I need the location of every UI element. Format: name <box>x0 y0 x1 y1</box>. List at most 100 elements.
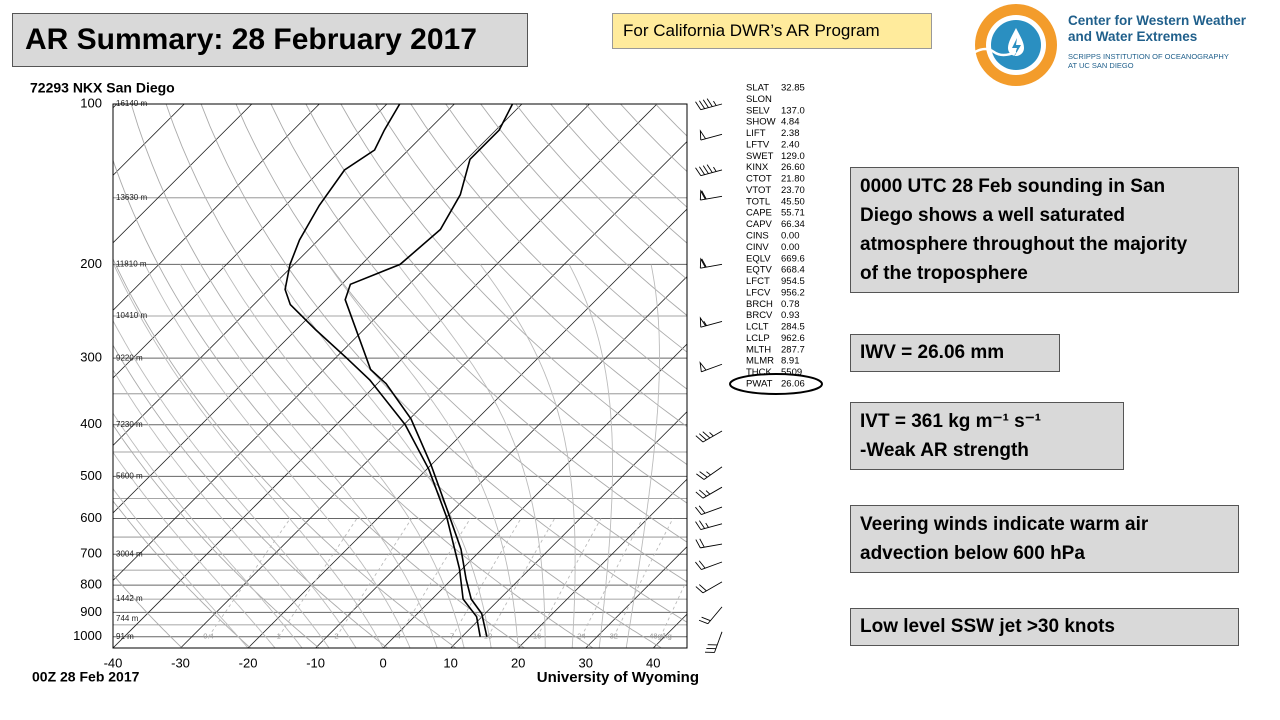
logo-name: Center for Western Weather and Water Extr… <box>1068 13 1246 45</box>
logo-affiliation-line: AT UC SAN DIEGO <box>1068 61 1134 70</box>
note-line: Low level SSW jet >30 knots <box>860 616 1115 637</box>
y-tick-label: 1000 <box>73 628 102 643</box>
moist-adiabat <box>397 264 546 648</box>
wind-barb <box>699 257 723 269</box>
wind-barb <box>695 581 723 594</box>
highlight-ellipse <box>729 373 823 395</box>
note-box: Low level SSW jet >30 knots <box>850 608 1239 646</box>
wind-barb <box>695 505 723 516</box>
mixing-ratio-line <box>536 518 602 637</box>
index-value: 962.6 <box>781 333 805 344</box>
moist-adiabat <box>568 264 613 648</box>
index-name: BRCV <box>746 310 773 321</box>
moist-adiabat <box>479 264 576 648</box>
chart-credit: University of Wyoming <box>537 669 699 686</box>
note-box: IWV = 26.06 mm <box>850 334 1060 372</box>
y-tick-label: 500 <box>80 468 102 483</box>
index-name: SWET <box>746 151 774 162</box>
index-value: 137.0 <box>781 105 805 116</box>
height-label: 91 m <box>116 632 134 641</box>
mixing-ratio-label: 1 <box>277 632 281 641</box>
index-name: BRCH <box>746 299 773 310</box>
logo-affiliation-line: SCRIPPS INSTITUTION OF OCEANOGRAPHY <box>1068 52 1229 61</box>
index-name: SLAT <box>746 83 769 94</box>
index-value: 669.6 <box>781 253 805 264</box>
dry-adiabat <box>113 344 388 648</box>
y-tick-label: 300 <box>80 350 102 365</box>
chart-footer: 00Z 28 Feb 2017 <box>32 669 140 685</box>
dry-adiabat <box>113 574 183 648</box>
moist-adiabat <box>625 264 660 648</box>
x-tick-label: 20 <box>511 655 525 670</box>
index-name: KINX <box>746 162 769 173</box>
index-value: 668.4 <box>781 265 805 276</box>
index-name: SELV <box>746 105 770 116</box>
index-value: 129.0 <box>781 151 805 162</box>
index-name: LFCV <box>746 287 771 298</box>
mixing-ratio-line <box>581 518 643 637</box>
y-tick-label: 900 <box>80 604 102 619</box>
chart-title: 72293 NKX San Diego <box>30 80 175 96</box>
x-tick-label: -20 <box>239 655 258 670</box>
dry-adiabat <box>113 500 251 648</box>
mixing-ratio-line <box>613 518 674 637</box>
wind-barb <box>699 189 723 201</box>
index-value: 287.7 <box>781 344 805 355</box>
dry-adiabat <box>113 646 114 648</box>
slide-title: AR Summary: 28 February 2017 <box>12 13 528 67</box>
logo-name-line: and Water Extremes <box>1068 29 1198 44</box>
wind-barb <box>695 430 723 443</box>
index-name: PWAT <box>746 379 773 390</box>
index-name: SLON <box>746 94 772 105</box>
dry-adiabat <box>165 104 662 648</box>
grid-line <box>247 208 687 648</box>
profile-line <box>344 104 514 637</box>
index-name: VTOT <box>746 185 771 196</box>
note-box: 0000 UTC 28 Feb sounding in San Diego sho… <box>850 167 1239 293</box>
logo-name-line: Center for Western Weather <box>1068 13 1247 28</box>
isotherm <box>113 104 590 582</box>
index-name: MLMR <box>746 356 774 367</box>
index-value: 956.2 <box>781 287 805 298</box>
plot-frame <box>112 103 688 649</box>
wind-barb <box>695 520 723 530</box>
mixing-ratio-label: 32 <box>610 632 618 641</box>
index-name: MLTH <box>746 344 771 355</box>
y-tick-label: 200 <box>80 256 102 271</box>
note-line: Diego shows a well saturated <box>860 205 1126 226</box>
index-value: 21.80 <box>781 174 805 185</box>
index-value: 45.50 <box>781 196 805 207</box>
y-tick-label: 700 <box>80 546 102 561</box>
height-label: 744 m <box>116 614 139 623</box>
isotherm <box>113 104 455 446</box>
dry-adiabat <box>340 104 687 466</box>
height-label: 5600 m <box>116 471 143 480</box>
grid-line <box>585 546 687 648</box>
note-line: Veering winds indicate warm air <box>860 514 1149 535</box>
mixing-ratio-label: 2 <box>334 632 338 641</box>
height-label: 7230 m <box>116 420 143 429</box>
height-label: 10410 m <box>116 311 147 320</box>
index-name: EQTV <box>746 265 773 276</box>
background-lines <box>113 104 687 648</box>
mixing-ratio-label: 24 <box>577 632 585 641</box>
index-value: 26.60 <box>781 162 805 173</box>
x-tick-label: 10 <box>443 655 457 670</box>
dry-adiabat <box>270 104 687 543</box>
height-label: 1442 m <box>116 594 143 603</box>
dry-adiabat <box>305 104 687 504</box>
moist-adiabat <box>113 319 357 648</box>
note-line: 0000 UTC 28 Feb sounding in San <box>860 176 1166 197</box>
moist-adiabat <box>221 264 465 648</box>
moist-adiabat <box>113 412 303 648</box>
index-value: 26.06 <box>781 379 805 390</box>
dry-adiabat <box>235 104 687 583</box>
isotherm <box>113 104 185 176</box>
wind-barb <box>698 606 723 625</box>
mixing-ratio-line <box>336 518 412 637</box>
note-line: atmosphere throughout the majority <box>860 234 1188 255</box>
mixing-ratio-label: 48g/kg <box>649 632 672 641</box>
banner: For California DWR’s AR Program <box>612 13 932 49</box>
index-value: 5509 <box>781 367 802 378</box>
index-value: 8.91 <box>781 356 800 367</box>
